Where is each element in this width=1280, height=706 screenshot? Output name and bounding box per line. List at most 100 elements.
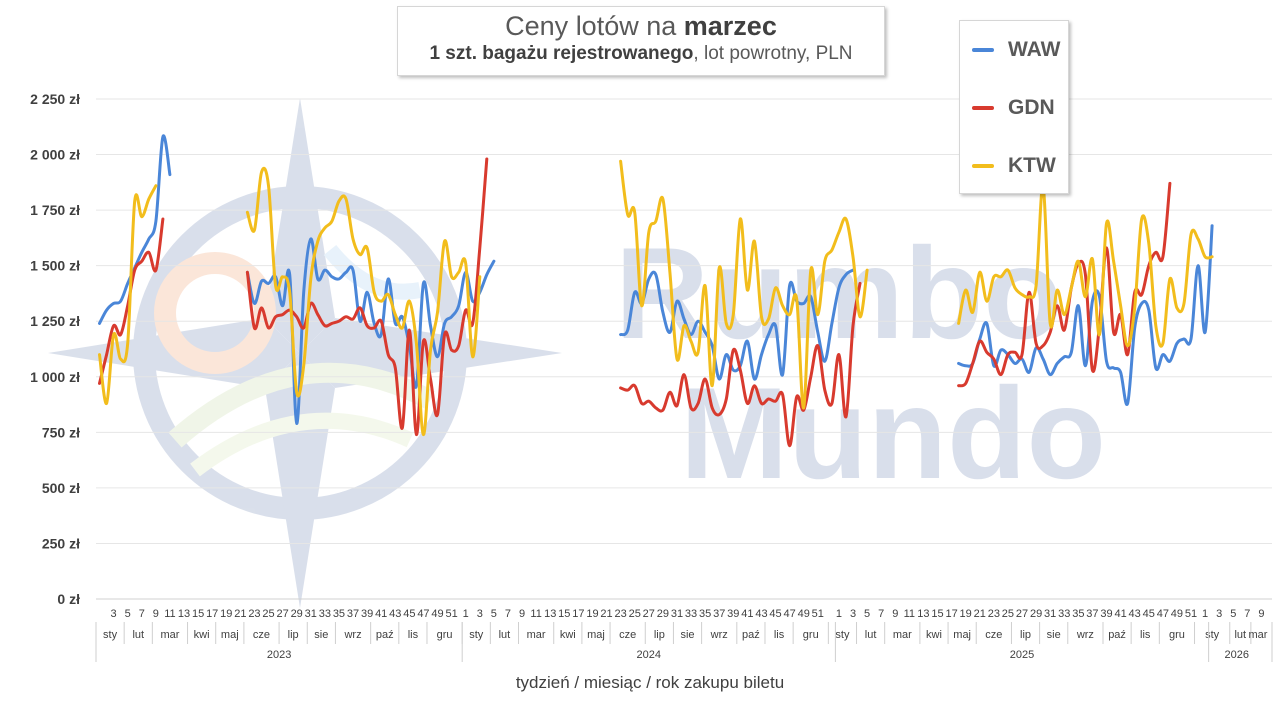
week-tick-label: 3 <box>1216 608 1222 620</box>
week-tick-label: 37 <box>713 608 725 620</box>
week-tick-label: 27 <box>643 608 655 620</box>
week-tick-label: 35 <box>333 608 345 620</box>
chart-subtitle: 1 szt. bagażu rejestrowanego, lot powrot… <box>398 41 884 67</box>
month-label: sie <box>1047 629 1061 641</box>
week-tick-label: 41 <box>375 608 387 620</box>
week-tick-label: 17 <box>945 608 957 620</box>
year-label: 2025 <box>1010 649 1034 661</box>
series-line-waw <box>619 268 855 381</box>
watermark-text-mundo: Mundo <box>680 360 1106 506</box>
year-label: 2026 <box>1225 649 1249 661</box>
week-tick-label: 23 <box>988 608 1000 620</box>
month-label: sie <box>314 629 328 641</box>
week-tick-label: 1 <box>463 608 469 620</box>
y-tick-label: 1 750 zł <box>30 202 80 218</box>
legend: WAW GDN KTW <box>959 20 1069 194</box>
week-tick-label: 47 <box>784 608 796 620</box>
week-tick-label: 21 <box>600 608 612 620</box>
series-line-waw <box>957 224 1214 406</box>
month-label: kwi <box>194 629 210 641</box>
subtitle-rest: , lot powrotny, PLN <box>693 43 853 64</box>
subtitle-bold: 1 szt. bagażu rejestrowanego <box>429 43 694 64</box>
week-tick-label: 17 <box>572 608 584 620</box>
month-label: lut <box>132 629 144 641</box>
rumbo-mundo-watermark: Rumbo Mundo <box>48 98 1106 608</box>
series-line-gdn <box>619 281 862 448</box>
month-label: cze <box>985 629 1002 641</box>
month-label: wrz <box>710 629 728 641</box>
legend-swatch-ktw <box>972 164 994 168</box>
week-tick-label: 3 <box>111 608 117 620</box>
series-line-ktw <box>957 184 1214 348</box>
legend-swatch-waw <box>972 48 994 52</box>
year-label: 2023 <box>267 649 291 661</box>
chart-title: Ceny lotów na marzec <box>398 11 884 41</box>
month-label: mar <box>893 629 912 641</box>
y-tick-label: 2 250 zł <box>30 91 80 107</box>
week-tick-label: 7 <box>1244 608 1250 620</box>
title-month: marzec <box>683 11 777 41</box>
week-tick-label: 5 <box>864 608 870 620</box>
week-tick-label: 17 <box>206 608 218 620</box>
week-tick-label: 21 <box>974 608 986 620</box>
week-tick-label: 5 <box>491 608 497 620</box>
week-tick-label: 9 <box>1258 608 1264 620</box>
month-label: paź <box>1108 629 1126 641</box>
week-tick-label: 31 <box>305 608 317 620</box>
month-label: gru <box>1169 629 1185 641</box>
week-tick-label: 47 <box>417 608 429 620</box>
week-tick-label: 25 <box>1002 608 1014 620</box>
legend-swatch-gdn <box>972 106 994 110</box>
week-tick-label: 27 <box>276 608 288 620</box>
month-label: sty <box>469 629 484 641</box>
title-prefix: Ceny lotów na <box>505 11 684 41</box>
week-tick-label: 23 <box>614 608 626 620</box>
month-label: paź <box>376 629 394 641</box>
month-label: sty <box>1205 629 1220 641</box>
week-tick-label: 19 <box>220 608 232 620</box>
series-line-waw <box>245 237 496 425</box>
week-tick-label: 31 <box>1044 608 1056 620</box>
week-tick-label: 13 <box>178 608 190 620</box>
week-tick-label: 15 <box>931 608 943 620</box>
week-tick-label: 11 <box>530 608 541 620</box>
week-tick-label: 5 <box>125 608 131 620</box>
week-tick-label: 11 <box>164 608 175 620</box>
month-label: gru <box>803 629 819 641</box>
x-axis: 3 5 7 9 11 13 15 17 19 21 23 25 27 29 31 33 35 37 39 41 43 45… <box>95 598 1273 662</box>
week-tick-label: 13 <box>544 608 556 620</box>
week-tick-label: 45 <box>769 608 781 620</box>
week-tick-label: 9 <box>892 608 898 620</box>
week-tick-label: 15 <box>558 608 570 620</box>
week-tick-label: 1 <box>836 608 842 620</box>
week-tick-label: 9 <box>519 608 525 620</box>
month-label: lip <box>654 629 665 641</box>
week-tick-label: 51 <box>445 608 457 620</box>
week-tick-label: 29 <box>291 608 303 620</box>
y-tick-label: 0 zł <box>57 591 80 607</box>
series-line-ktw <box>619 159 869 410</box>
week-tick-label: 11 <box>904 608 915 620</box>
x-axis-title: tydzień / miesiąc / rok zakupu biletu <box>515 673 785 692</box>
week-tick-label: 39 <box>727 608 739 620</box>
week-tick-label: 39 <box>361 608 373 620</box>
week-tick-label: 7 <box>878 608 884 620</box>
legend-label-ktw: KTW <box>1008 154 1056 177</box>
week-tick-label: 49 <box>1171 608 1183 620</box>
month-label: kwi <box>560 629 576 641</box>
week-tick-label: 35 <box>1072 608 1084 620</box>
week-tick-label: 1 <box>1202 608 1208 620</box>
y-tick-label: 1 250 zł <box>30 313 80 329</box>
week-tick-label: 29 <box>657 608 669 620</box>
week-tick-label: 27 <box>1016 608 1028 620</box>
month-label: lis <box>774 629 785 641</box>
month-label: lis <box>408 629 419 641</box>
week-tick-label: 25 <box>262 608 274 620</box>
month-label: wrz <box>343 629 361 641</box>
month-label: mar <box>1248 629 1267 641</box>
month-label: lut <box>1234 629 1246 641</box>
y-tick-label: 250 zł <box>42 535 80 551</box>
month-label: maj <box>953 629 971 641</box>
month-label: lut <box>499 629 511 641</box>
week-tick-label: 15 <box>192 608 204 620</box>
